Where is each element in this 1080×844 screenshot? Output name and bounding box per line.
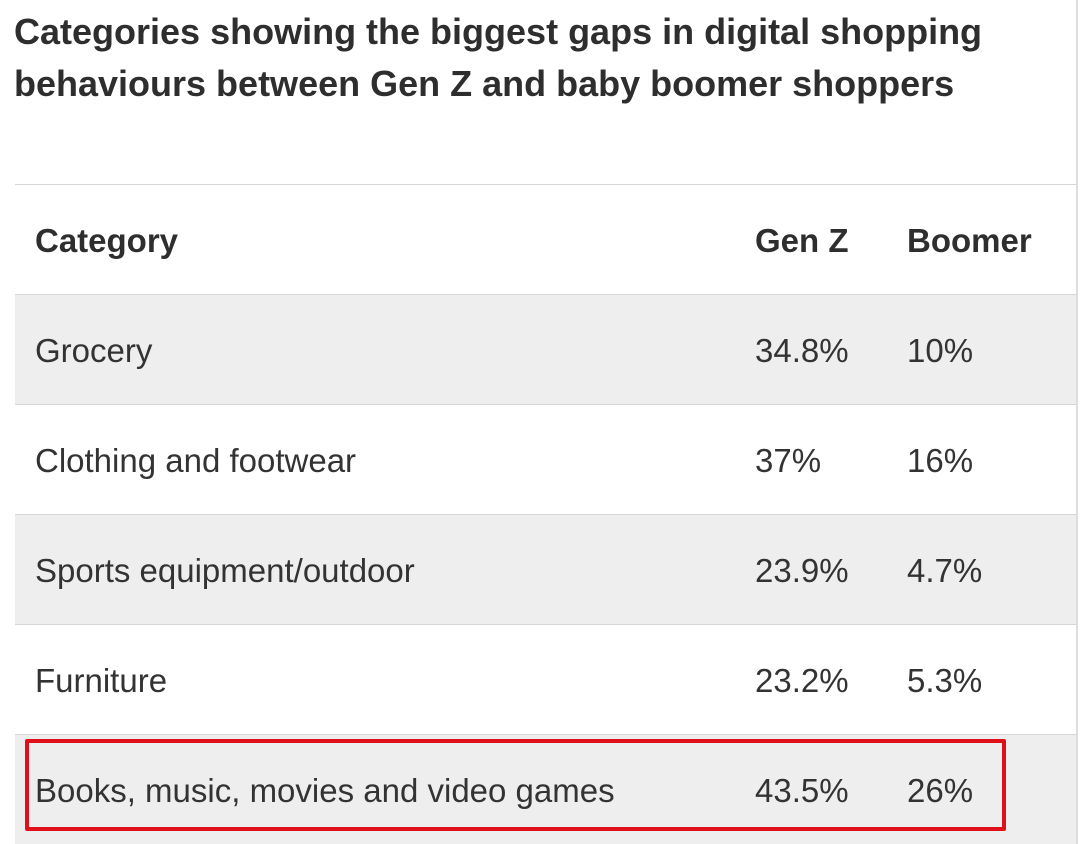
table-right-border <box>1076 0 1078 844</box>
table-header-row: Category Gen Z Boomer <box>15 185 1076 295</box>
table-row-highlighted: Books, music, movies and video games 43.… <box>15 735 1076 844</box>
header-category: Category <box>35 222 179 259</box>
boomer-value: 16% <box>907 442 974 479</box>
category-cell: Grocery <box>35 332 153 369</box>
category-cell: Books, music, movies and video games <box>35 772 615 809</box>
category-cell: Sports equipment/outdoor <box>35 552 415 589</box>
header-gen-z: Gen Z <box>755 222 849 259</box>
gen-z-value: 23.9% <box>755 552 849 589</box>
data-table: Category Gen Z Boomer Grocery 34.8% 10% … <box>15 184 1076 844</box>
gen-z-value: 43.5% <box>755 772 849 809</box>
table-top-rule <box>15 184 1076 185</box>
boomer-value: 4.7% <box>907 552 983 589</box>
gen-z-value: 37% <box>755 442 822 479</box>
table-row: Furniture 23.2% 5.3% <box>15 625 1076 735</box>
header-boomer: Boomer <box>907 222 1032 259</box>
gen-z-value: 23.2% <box>755 662 849 699</box>
boomer-value: 26% <box>907 772 974 809</box>
category-cell: Furniture <box>35 662 168 699</box>
table-row: Clothing and footwear 37% 16% <box>15 405 1076 515</box>
chart-title: Categories showing the biggest gaps in d… <box>14 11 983 104</box>
gen-z-value: 34.8% <box>755 332 849 369</box>
table-row: Sports equipment/outdoor 23.9% 4.7% <box>15 515 1076 625</box>
category-cell: Clothing and footwear <box>35 442 357 479</box>
boomer-value: 10% <box>907 332 974 369</box>
table-row: Grocery 34.8% 10% <box>15 295 1076 405</box>
boomer-value: 5.3% <box>907 662 983 699</box>
